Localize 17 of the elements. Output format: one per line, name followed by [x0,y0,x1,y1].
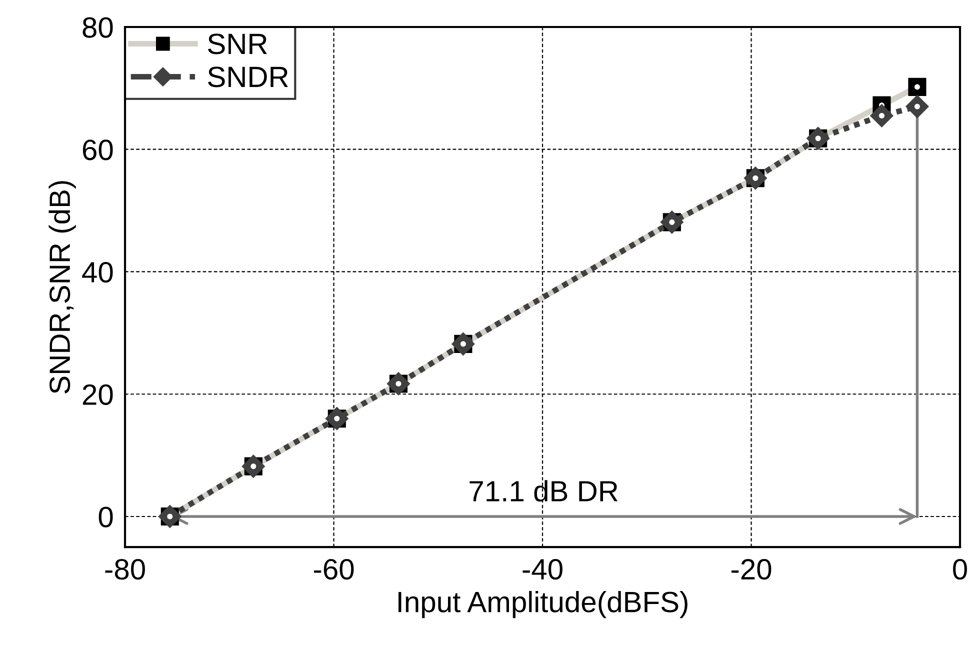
y-tick-label: 20 [82,384,113,405]
point [906,95,929,118]
legend-label: SNDR [208,66,288,88]
y-tick-label: 0 [98,506,113,528]
y-axis-title: SNDR,SNR (dB) [48,181,76,394]
y-tick-label: 40 [82,262,113,283]
y-tick-label: 60 [82,140,113,160]
x-tick-label: -80 [105,558,145,580]
x-tick-label: -60 [314,558,354,580]
point [870,104,894,128]
x-tick-label: -20 [731,558,772,580]
x-tick-label: 0 [953,558,967,580]
x-axis-title: Input Amplitude(dBFS) [398,590,688,618]
annotation: 71.1 dB DR [470,480,618,502]
x-tick-label: -40 [522,558,562,580]
legend-label: SNR [208,34,267,54]
y-tick-label: 80 [82,17,113,38]
